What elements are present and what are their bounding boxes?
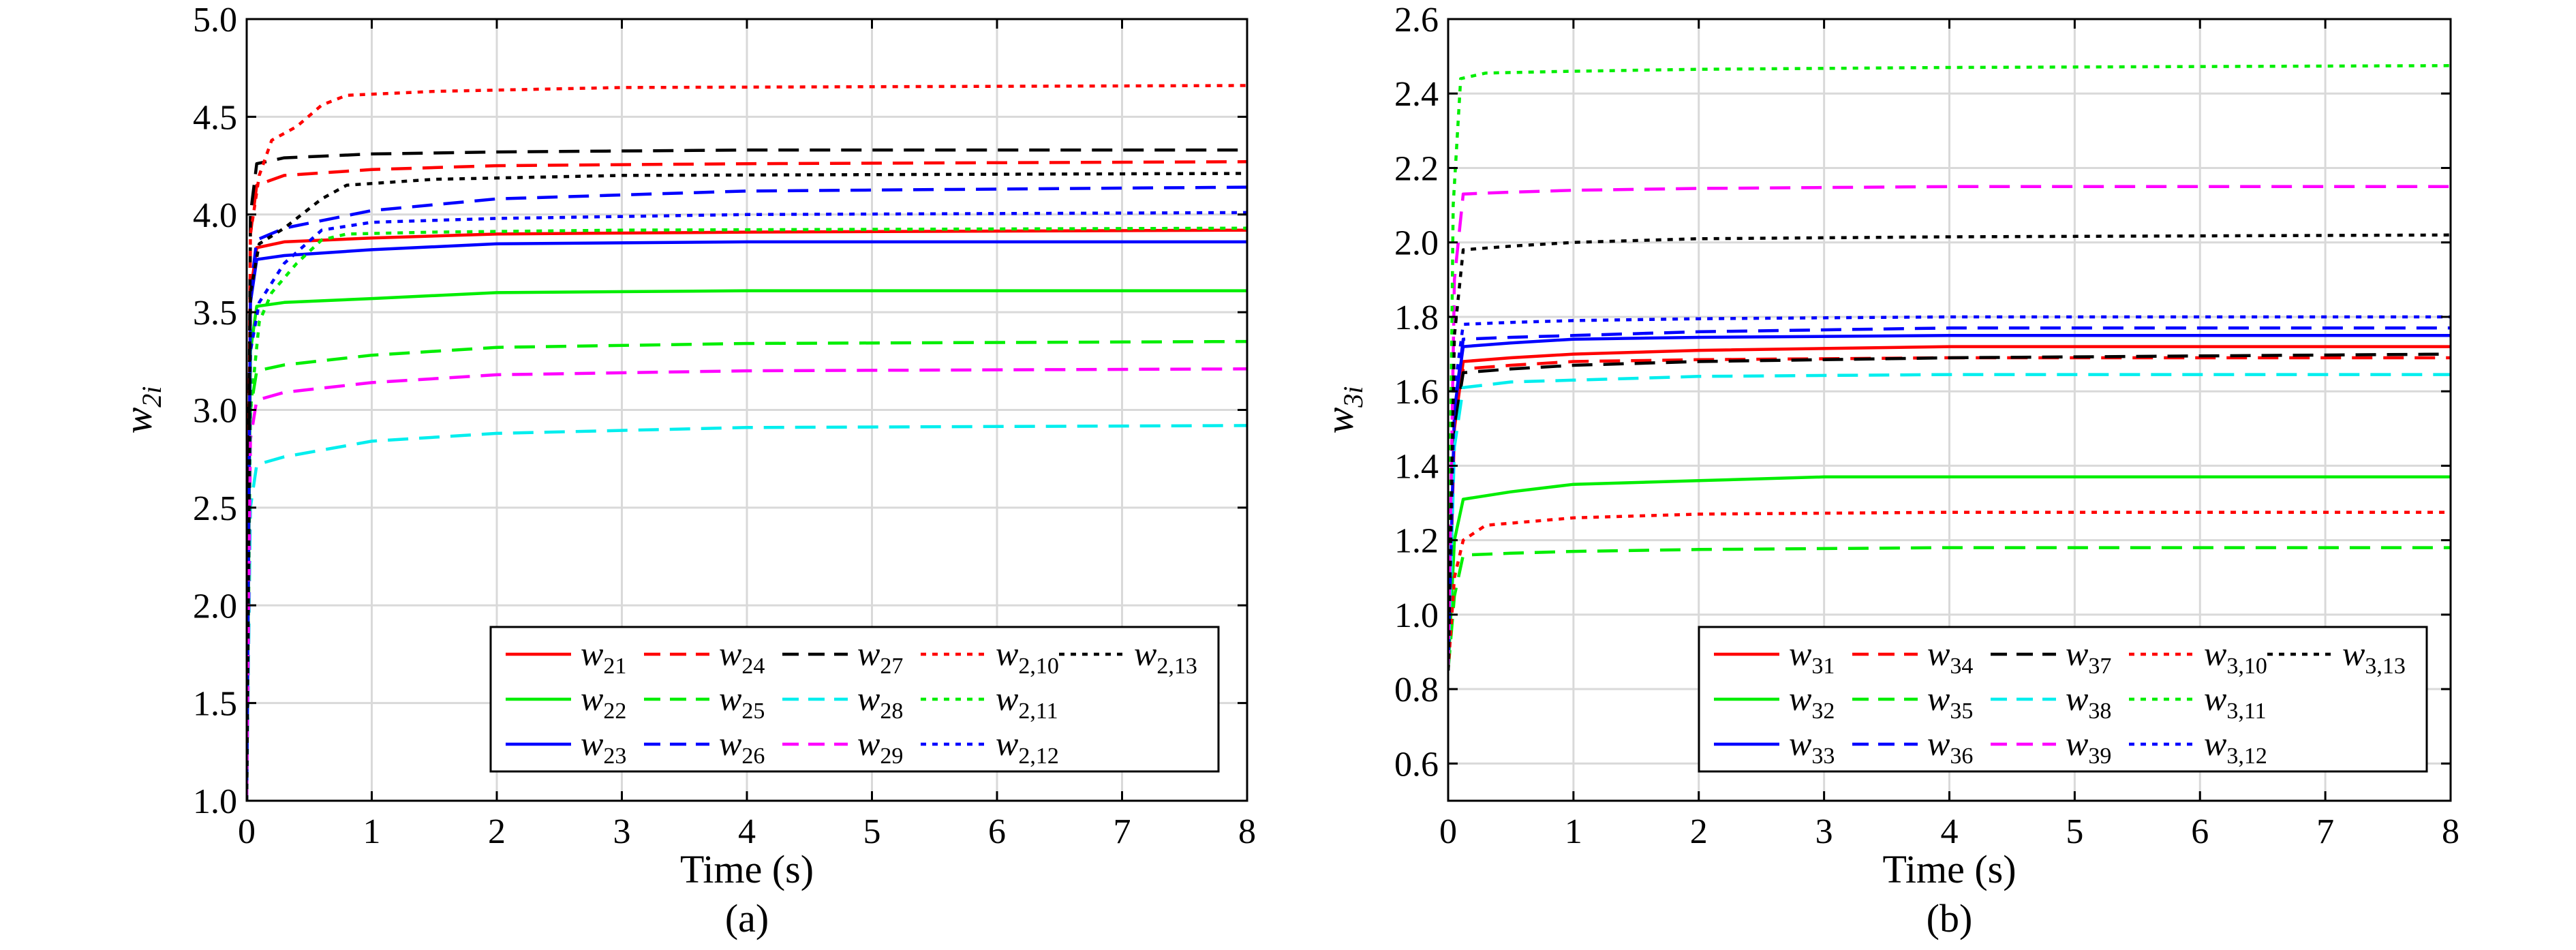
x-tick-label: 4 <box>1941 812 1959 851</box>
legend-label: w35 <box>1927 679 1973 724</box>
x-tick-label: 0 <box>1439 812 1457 851</box>
legend-label: w37 <box>2066 634 2111 679</box>
series-line-w3-12 <box>1448 315 2451 671</box>
series-line-w29 <box>247 367 1247 801</box>
legend-label: w29 <box>857 724 903 769</box>
y-tick-label: 2.2 <box>1394 149 1439 188</box>
y-tick-label: 0.6 <box>1394 745 1439 784</box>
x-tick-label: 7 <box>2316 812 2334 851</box>
series-line-w33 <box>1448 334 2451 671</box>
series-line-w25 <box>247 339 1247 801</box>
legend-label: w23 <box>581 724 626 769</box>
series-line-w28 <box>247 424 1247 801</box>
legend-label: w25 <box>719 679 765 724</box>
legend-label: w3,12 <box>2204 724 2267 769</box>
x-tick-label: 7 <box>1114 812 1131 851</box>
x-tick-label: 0 <box>238 812 256 851</box>
legend-box <box>489 626 1220 773</box>
series-line-w38 <box>1448 373 2451 671</box>
series-line-w32 <box>1448 475 2451 671</box>
legend-label: w21 <box>581 634 626 679</box>
y-tick-label: 5.0 <box>193 1 237 40</box>
legend-label: w34 <box>1927 634 1973 679</box>
legend-label: w31 <box>1789 634 1835 679</box>
legend-label: w3,11 <box>2204 679 2267 724</box>
series-line-w37 <box>1448 352 2451 671</box>
y-tick-label: 2.6 <box>1394 1 1439 40</box>
series-line-w2-13 <box>247 172 1247 801</box>
series-line-w2-11 <box>247 226 1247 801</box>
series-line-w36 <box>1448 326 2451 671</box>
series-line-w2-12 <box>247 211 1247 801</box>
legend-label: w36 <box>1927 724 1973 769</box>
legend-label: w32 <box>1789 679 1835 724</box>
series-line-w2-10 <box>247 84 1247 801</box>
x-tick-label: 6 <box>988 812 1006 851</box>
panel-label: (b) <box>1927 896 1973 940</box>
x-axis-label: Time (s) <box>680 847 814 891</box>
y-tick-label: 1.0 <box>193 782 237 821</box>
x-tick-label: 3 <box>1815 812 1833 851</box>
panel-label: (a) <box>725 896 769 940</box>
y-tick-label: 2.0 <box>193 587 237 626</box>
y-tick-label: 4.5 <box>193 98 237 137</box>
legend-label: w38 <box>2066 679 2111 724</box>
y-tick-label: 1.4 <box>1394 447 1439 486</box>
y-tick-label: 1.6 <box>1394 373 1439 412</box>
x-tick-label: 8 <box>2442 812 2459 851</box>
chart-panel-a: 0 1 2 3 4 5 6 7 8 1.0 1.5 2.0 2.5 3.0 3.5 4.0 4.5 5.0 Time… <box>116 1 1256 940</box>
x-tick-label: 8 <box>1238 812 1256 851</box>
legend-label: w33 <box>1789 724 1835 769</box>
y-tick-label: 1.5 <box>193 685 237 724</box>
legend-label: w2,13 <box>1134 634 1197 679</box>
y-axis-label: w3i <box>1317 386 1368 434</box>
legend-label: w2,12 <box>996 724 1059 769</box>
x-tick-label: 6 <box>2191 812 2209 851</box>
legend-label: w3,10 <box>2204 634 2267 679</box>
y-tick-label: 2.4 <box>1394 75 1439 114</box>
x-tick-label: 1 <box>363 812 381 851</box>
chart-panel-b: 0 1 2 3 4 5 6 7 8 0.6 0.8 1.0 1.2 1.4 1.6 1.8 2.0 2.2 2.4 2… <box>1317 1 2459 940</box>
legend-label: w39 <box>2066 724 2111 769</box>
y-tick-label: 1.0 <box>1394 596 1439 635</box>
legend-label: w26 <box>719 724 765 769</box>
legend-label: w24 <box>719 634 765 679</box>
x-tick-label: 5 <box>2066 812 2083 851</box>
series-line-w39 <box>1448 185 2451 671</box>
legend-label: w28 <box>857 679 903 724</box>
x-tick-label: 5 <box>863 812 881 851</box>
x-tick-label: 2 <box>488 812 506 851</box>
legend: w21w22w23w24w25w26w27w28w29w2,10w2,11w2,… <box>489 626 1220 773</box>
series-line-w3-11 <box>1448 64 2451 671</box>
y-tick-label: 4.0 <box>193 196 237 235</box>
series-line-w35 <box>1448 546 2451 671</box>
y-tick-label: 2.0 <box>1394 224 1439 263</box>
x-tick-label: 4 <box>738 812 756 851</box>
x-axis-label: Time (s) <box>1882 847 2016 891</box>
legend-box <box>1698 626 2428 773</box>
x-tick-label: 2 <box>1690 812 1708 851</box>
y-tick-label: 1.8 <box>1394 298 1439 337</box>
y-tick-label: 3.5 <box>193 294 237 333</box>
legend-label: w3,13 <box>2342 634 2406 679</box>
y-tick-label: 0.8 <box>1394 671 1439 709</box>
series-line-w3-13 <box>1448 233 2451 671</box>
y-tick-label: 2.5 <box>193 489 237 528</box>
legend-label: w27 <box>857 634 903 679</box>
legend-label: w2,10 <box>996 634 1059 679</box>
legend: w31w32w33w34w35w36w37w38w39w3,10w3,11w3,… <box>1698 626 2428 773</box>
x-tick-label: 3 <box>613 812 631 851</box>
x-tick-label: 1 <box>1565 812 1582 851</box>
y-tick-label: 3.0 <box>193 392 237 431</box>
series-line-w3-10 <box>1448 510 2451 671</box>
legend-label: w22 <box>581 679 626 724</box>
y-tick-label: 1.2 <box>1394 522 1439 561</box>
series-line-w27 <box>247 148 1247 801</box>
y-axis-label: w2i <box>116 386 167 434</box>
legend-label: w2,11 <box>996 679 1058 724</box>
